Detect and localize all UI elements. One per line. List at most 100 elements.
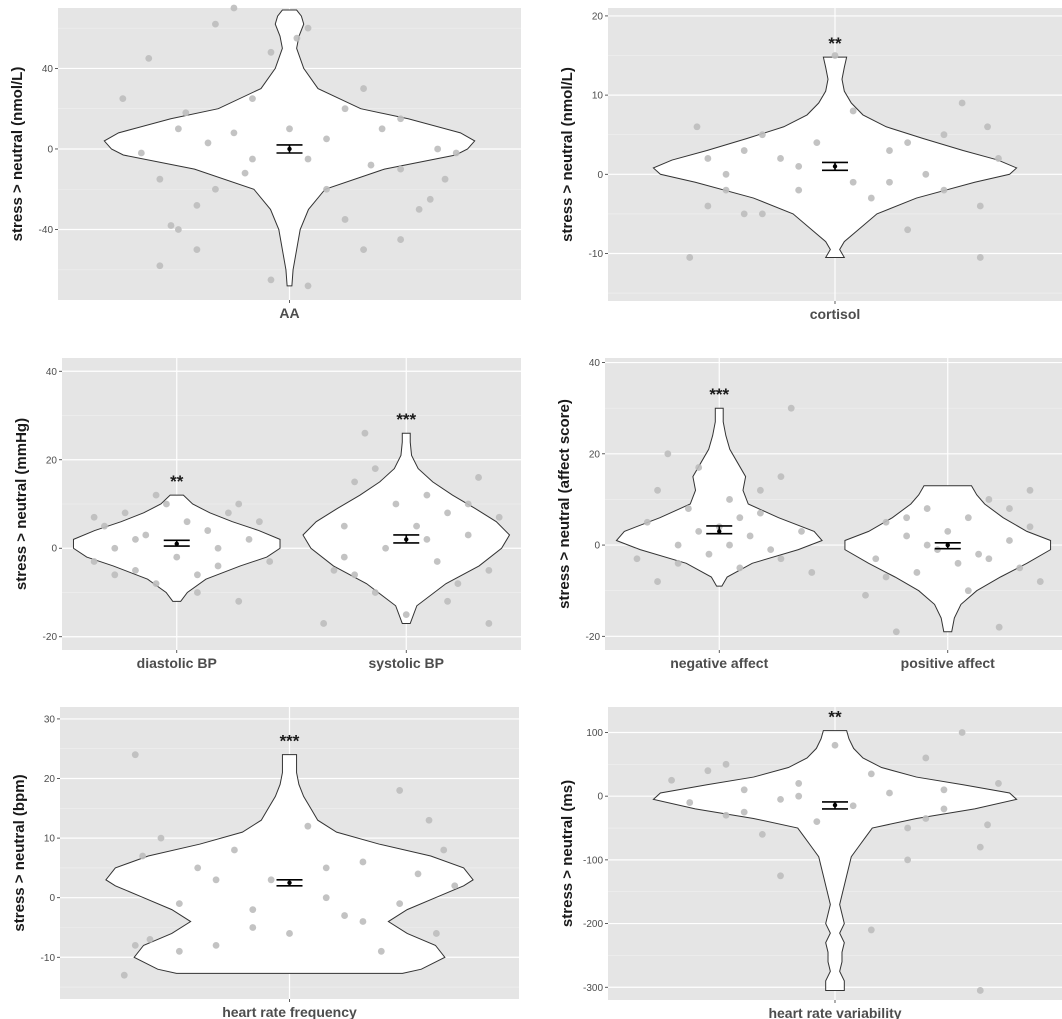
data-point (361, 429, 369, 437)
data-point (654, 578, 661, 585)
data-point (777, 872, 784, 880)
data-point (167, 222, 175, 229)
data-point (485, 620, 493, 627)
data-point (777, 473, 785, 481)
data-point (867, 926, 875, 934)
data-point (940, 805, 948, 813)
data-point (323, 185, 330, 193)
data-point (330, 566, 338, 574)
y-axis-label: stress > neutral (nmol/L) (559, 67, 576, 242)
data-point (249, 95, 256, 103)
chart-svg: -10 0 10 20 30 stress > neutral (bpm) *** heart… (11, 707, 519, 1019)
data-point (425, 816, 433, 824)
data-point (214, 562, 222, 570)
y-tick-label: -10 (41, 953, 56, 964)
y-tick-label: 0 (597, 170, 603, 181)
chart-svg: -300 -200 -100 0 100 stress > neutral (ms) ** h… (559, 707, 1062, 1019)
data-point (137, 149, 145, 157)
chart-svg: -20 0 20 40 stress > neutral (mmHg) ** diastol… (13, 358, 521, 671)
data-point (746, 532, 754, 540)
y-tick-label: 40 (589, 358, 601, 369)
data-point (976, 202, 984, 210)
data-point (777, 555, 785, 563)
data-point (1036, 578, 1044, 585)
mean-marker (404, 537, 409, 542)
mean-marker (717, 529, 722, 534)
data-point (643, 518, 651, 526)
data-point (758, 210, 766, 218)
data-point (156, 175, 164, 183)
data-point (777, 795, 784, 803)
data-point (795, 162, 803, 170)
violin-shape (72, 494, 281, 602)
data-point (382, 544, 389, 552)
data-point (212, 20, 219, 28)
x-tick-label: heart rate variability (768, 1005, 901, 1019)
data-point (985, 496, 993, 503)
data-point (695, 464, 703, 471)
data-point (323, 135, 330, 143)
y-axis-label: stress > neutral (affect score) (556, 399, 573, 609)
data-point (367, 161, 375, 169)
data-point (183, 518, 191, 526)
y-tick-label: 10 (592, 91, 604, 102)
data-point (249, 906, 257, 914)
data-point (371, 589, 379, 596)
data-point (975, 550, 982, 558)
data-point (440, 846, 448, 854)
chart-aa: -40 0 40 stress > neutral (nmol/L) AA (0, 0, 531, 340)
data-point (444, 509, 451, 517)
data-point (904, 824, 912, 832)
data-point (212, 185, 219, 193)
data-point (142, 531, 150, 539)
data-point (922, 754, 930, 762)
y-tick-label: 30 (44, 714, 56, 725)
data-point (904, 139, 912, 147)
data-point (923, 541, 931, 549)
data-point (396, 900, 404, 908)
data-point (111, 571, 119, 579)
x-tick-label: diastolic BP (137, 655, 217, 671)
data-point (193, 201, 201, 209)
y-tick-label: -100 (583, 855, 603, 866)
data-point (224, 509, 232, 517)
chart-cortisol: -10 0 10 20 stress > neutral (nmol/L) ** corti… (531, 0, 1062, 340)
y-tick-label: -300 (583, 983, 603, 994)
mean-marker (287, 880, 292, 885)
data-point (121, 509, 129, 517)
data-point (414, 870, 422, 878)
data-point (413, 522, 420, 530)
data-point (423, 535, 431, 543)
violin-shape (652, 730, 1018, 991)
data-point (173, 553, 181, 561)
data-point (722, 760, 730, 768)
significance-label: ** (170, 472, 184, 491)
data-point (795, 186, 803, 194)
data-point (182, 109, 190, 117)
data-point (267, 876, 275, 884)
chart-svg: -10 0 10 20 stress > neutral (nmol/L) ** corti… (559, 8, 1062, 322)
data-point (454, 580, 462, 588)
data-point (795, 792, 803, 800)
data-point (194, 571, 201, 579)
data-point (813, 818, 821, 826)
y-tick-label: 0 (51, 544, 57, 555)
data-point (808, 569, 816, 576)
significance-label: ** (828, 34, 842, 53)
data-point (1026, 523, 1034, 531)
data-point (359, 918, 367, 925)
data-point (397, 115, 405, 123)
data-point (831, 741, 839, 749)
data-point (767, 546, 775, 554)
data-point (722, 170, 730, 178)
data-point (90, 513, 98, 521)
data-point (849, 178, 857, 186)
mean-marker (287, 146, 292, 152)
significance-label: *** (280, 732, 300, 751)
violin-shape (652, 56, 1018, 258)
data-point (777, 155, 784, 162)
y-axis-label: stress > neutral (nmol/L) (9, 67, 26, 242)
data-point (249, 924, 257, 931)
data-point (886, 178, 893, 186)
data-point (152, 491, 160, 499)
